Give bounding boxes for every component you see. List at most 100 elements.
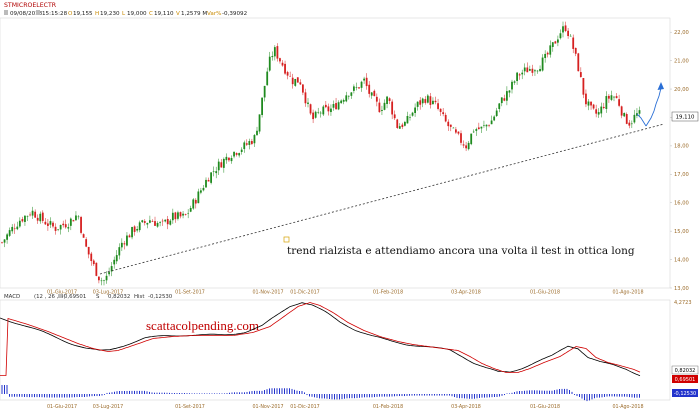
histogram-bar	[39, 394, 40, 398]
histogram-bar	[179, 393, 180, 394]
histogram-bar	[271, 388, 273, 394]
histogram-bar	[384, 394, 385, 397]
candle-body	[108, 272, 110, 275]
histogram-bar	[221, 393, 223, 394]
candle-body	[169, 220, 172, 225]
candle-body	[16, 226, 19, 230]
histogram-bar	[324, 394, 325, 399]
candle-body	[386, 96, 388, 104]
histogram-bar	[584, 394, 585, 401]
candle-body	[289, 75, 292, 77]
y-tick-label: 18,00	[674, 144, 689, 150]
histogram-bar	[604, 394, 605, 397]
histogram-bar	[181, 393, 183, 394]
support-trendline	[99, 123, 665, 275]
histogram-bar	[9, 394, 10, 397]
candle-body	[57, 229, 59, 230]
analysis-annotation: trend rialzista e attendiamo ancora una …	[287, 245, 635, 257]
histogram-bar	[136, 390, 138, 394]
histogram-bar	[426, 394, 428, 396]
candle-body	[103, 280, 105, 281]
candle-body	[85, 239, 88, 247]
histogram-bar	[496, 394, 498, 397]
candle-body	[251, 141, 253, 144]
candle-body	[608, 95, 610, 99]
histogram-bar	[69, 394, 70, 398]
candle-body	[375, 96, 378, 102]
low-value: 19,000	[127, 11, 147, 17]
candle-body	[615, 96, 618, 99]
histogram-bar	[624, 394, 625, 397]
histogram-bar	[534, 390, 535, 394]
histogram-bar	[521, 391, 523, 394]
open-value: 19,155	[73, 11, 93, 17]
histogram-bar	[84, 394, 85, 397]
candle-body	[414, 107, 416, 113]
histogram-bar	[259, 390, 260, 394]
last-price-badge	[671, 111, 699, 122]
projection-pullback	[636, 113, 647, 127]
histogram-bar	[64, 394, 65, 398]
candle-body	[258, 114, 261, 132]
histogram-bar	[601, 394, 603, 398]
volume-label: V	[176, 11, 180, 17]
candle-body	[21, 219, 24, 222]
histogram-bar	[276, 388, 278, 394]
macd-line	[0, 302, 641, 377]
histogram-bar	[639, 394, 640, 398]
macd-top-value: 4,2723	[674, 300, 692, 306]
candle-body	[314, 111, 317, 118]
histogram-bar	[119, 391, 120, 394]
histogram-bar	[581, 394, 583, 399]
candle-body	[29, 214, 31, 216]
candle-body	[416, 101, 419, 107]
histogram-bar	[354, 394, 355, 399]
histogram-bar	[171, 392, 173, 394]
y-tick-label: 15,00	[674, 229, 689, 235]
histogram-bar	[481, 394, 483, 398]
histogram-bar	[369, 394, 370, 398]
histogram-bar	[359, 394, 360, 398]
hist-badge	[672, 389, 698, 397]
histogram-bar	[579, 394, 580, 397]
histogram-bar	[144, 390, 145, 394]
histogram-bar	[261, 390, 263, 394]
candle-body	[470, 133, 473, 145]
candle-body	[100, 280, 103, 282]
histogram-bar	[419, 394, 420, 396]
histogram-bar	[59, 394, 60, 398]
histogram-bar	[146, 391, 148, 394]
candle-body	[164, 219, 167, 222]
histogram-bar	[441, 394, 443, 396]
candle-body	[279, 58, 281, 62]
candle-body	[276, 46, 279, 59]
x-tick-label: 01-Giu-2018	[530, 404, 560, 410]
histogram-bar	[36, 394, 38, 398]
histogram-bar	[524, 390, 525, 394]
histogram-bar	[174, 393, 175, 394]
y-tick-label: 14,00	[674, 257, 689, 263]
candle-body	[409, 117, 411, 118]
histogram-bar	[634, 394, 635, 398]
candle-body	[13, 228, 16, 230]
histogram-bar	[229, 392, 230, 394]
candles-group	[1, 21, 641, 286]
candle-body	[294, 78, 297, 86]
candle-body	[564, 25, 567, 32]
candle-body	[337, 102, 340, 110]
candle-body	[633, 114, 636, 123]
histogram-bar	[301, 391, 303, 394]
histogram-bar	[414, 394, 415, 396]
histogram-bar	[576, 394, 578, 397]
var-value: -0,39092	[222, 11, 247, 17]
candle-body	[87, 246, 90, 255]
histogram-bar	[431, 394, 433, 396]
candle-body	[424, 99, 427, 103]
histogram-bar	[541, 390, 543, 394]
hist-badge-text: -0,12530	[674, 391, 696, 397]
candle-body	[253, 135, 256, 144]
candle-body	[610, 95, 613, 100]
candle-body	[630, 123, 633, 125]
candle-body	[11, 226, 14, 232]
histogram-bar	[386, 394, 388, 397]
